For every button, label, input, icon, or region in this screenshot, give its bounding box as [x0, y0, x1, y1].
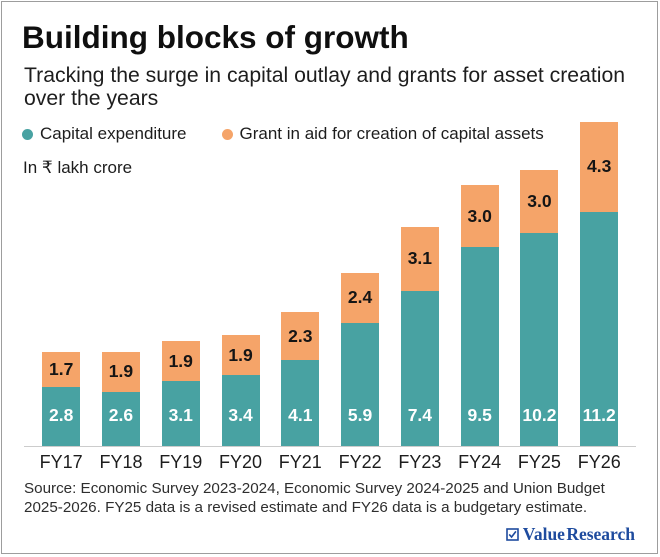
capital-expenditure-segment — [580, 211, 619, 446]
capital-expenditure-value-label: 10.2 — [522, 405, 557, 426]
capital-expenditure-segment — [341, 322, 380, 446]
capital-expenditure-segment — [161, 381, 200, 446]
grant-in-aid-value-label: 3.0 — [527, 190, 552, 211]
x-axis-label: FY24 — [458, 451, 502, 472]
grant-in-aid-segment — [161, 341, 200, 382]
grant-in-aid-segment — [221, 335, 260, 375]
x-axis-line — [24, 446, 636, 447]
value-research-logo[interactable]: Value Research — [505, 524, 635, 544]
capital-expenditure-value-label: 11.2 — [582, 405, 616, 426]
legend-label: Grant in aid for creation of capital ass… — [239, 124, 544, 143]
legend: Capital expenditure Grant in aid for cre… — [0, 123, 660, 145]
capital-expenditure-value-label: 7.4 — [407, 405, 433, 426]
legend-label: Capital expenditure — [40, 124, 187, 143]
x-axis-label: FY21 — [278, 451, 322, 472]
x-axis-label: FY25 — [517, 451, 561, 472]
capital-expenditure-value-label: 9.5 — [467, 405, 492, 426]
capital-expenditure-segment — [400, 291, 439, 446]
grant-in-aid-value-label: 1.9 — [228, 344, 253, 365]
grant-in-aid-segment — [281, 312, 320, 361]
x-axis-label: FY20 — [219, 451, 263, 472]
capital-expenditure-dot-icon — [22, 128, 33, 140]
x-axis-label: FY19 — [159, 451, 203, 472]
grant-in-aid-segment — [580, 122, 619, 212]
capital-expenditure-value-label: 3.4 — [228, 405, 253, 426]
capital-expenditure-value-label: 3.1 — [168, 405, 193, 426]
grant-in-aid-value-label: 2.3 — [288, 325, 313, 346]
capital-expenditure-segment — [460, 247, 499, 446]
grant-in-aid-segment — [520, 170, 559, 233]
x-axis-label: FY18 — [99, 451, 143, 472]
grant-in-aid-segment — [400, 226, 439, 292]
capital-expenditure-segment — [42, 387, 81, 446]
grant-in-aid-segment — [341, 272, 380, 323]
grant-in-aid-value-label: 3.0 — [467, 205, 492, 226]
x-axis-label: FY23 — [398, 451, 442, 472]
capital-expenditure-value-label: 2.6 — [108, 405, 134, 426]
grant-in-aid-segment — [101, 351, 140, 392]
grant-in-aid-value-label: 1.9 — [168, 350, 193, 371]
grant-in-aid-value-label: 1.9 — [108, 361, 134, 382]
unit-note: In ₹ lakh crore — [23, 157, 133, 177]
source-note: Source: Economic Survey 2023-2024, Econo… — [24, 479, 605, 516]
capital-expenditure-value-label: 5.9 — [347, 405, 373, 426]
grant-in-aid-segment — [42, 351, 81, 388]
capital-expenditure-value-label: 2.8 — [49, 405, 74, 426]
grant-in-aid-value-label: 4.3 — [587, 156, 612, 177]
value-research-wordmark: Value Research — [522, 524, 635, 544]
chart-subtitle: Tracking the surge in capital outlay and… — [24, 64, 626, 110]
legend-item-grant-in-aid: Grant in aid for creation of capital ass… — [221, 123, 544, 145]
legend-item-capital-expenditure: Capital expenditure — [22, 123, 186, 145]
chart-title: Building blocks of growth — [22, 19, 409, 55]
grant-in-aid-value-label: 1.7 — [49, 359, 74, 380]
x-axis-label: FY26 — [577, 451, 621, 472]
capital-expenditure-segment — [101, 391, 140, 446]
x-axis-label: FY17 — [39, 451, 83, 472]
grant-in-aid-dot-icon — [221, 128, 233, 140]
grant-in-aid-segment — [460, 184, 499, 248]
grant-in-aid-value-label: 2.4 — [347, 287, 373, 308]
checkbox-check-icon — [505, 527, 519, 541]
capital-expenditure-value-label: 4.1 — [288, 405, 313, 426]
x-axis-label: FY22 — [338, 451, 382, 472]
capital-expenditure-segment — [520, 232, 559, 446]
grant-in-aid-value-label: 3.1 — [407, 248, 433, 269]
capital-expenditure-segment — [221, 374, 260, 446]
capital-expenditure-segment — [281, 360, 320, 446]
